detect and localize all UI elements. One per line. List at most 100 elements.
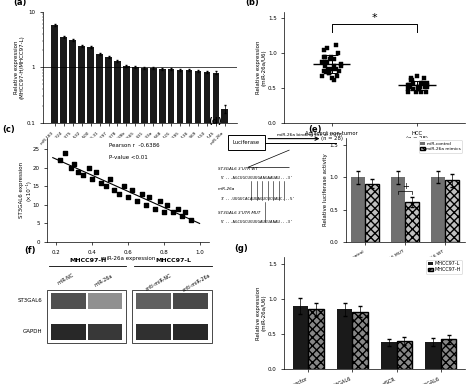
Point [423,81,431,88]
Point [80,172,87,178]
Bar [203,72,210,384]
Bar [365,184,379,242]
Point [404,81,412,88]
Bar [132,290,212,343]
Bar [308,310,324,369]
Text: anti-miR-NC: anti-miR-NC [145,273,173,292]
Bar [105,56,112,384]
Text: 5'...AGCUGCUGUUGAAGAAUAU...3': 5'...AGCUGCUGUUGAAGAAUAU...3' [220,176,293,180]
Point [325,70,333,76]
Point [174,205,182,212]
Text: ST3GAL6 3'UTR WT: ST3GAL6 3'UTR WT [218,167,258,171]
Point [321,63,329,69]
Bar [351,177,365,242]
Point [337,61,345,67]
Text: Luciferase: Luciferase [233,140,260,145]
Point [412,88,420,94]
Point [74,169,82,175]
Bar [87,47,94,384]
Point [328,74,336,81]
Point [156,198,164,204]
Point [56,157,64,164]
Point [415,86,422,93]
Bar [221,109,228,384]
Bar [141,68,148,384]
Point [318,73,326,79]
Bar [381,342,397,369]
Bar [159,69,165,384]
Text: (e): (e) [308,125,321,134]
Text: MHCC97-L: MHCC97-L [155,258,191,263]
Point [103,183,110,189]
Bar [228,135,265,150]
Point [187,217,194,223]
Point [328,66,336,72]
Point [85,165,92,171]
Point [404,86,411,93]
Point [337,63,345,69]
Bar [337,310,352,369]
Y-axis label: Relative expression
(miR-26a/U6): Relative expression (miR-26a/U6) [256,286,266,340]
Text: *: * [372,13,377,23]
Y-axis label: ST3GAL6 expression
(×10⁻¹): ST3GAL6 expression (×10⁻¹) [19,162,31,218]
Bar [397,341,412,369]
Bar [132,67,139,384]
Point [321,54,329,60]
Point [405,81,413,88]
Point [410,79,417,86]
Bar [88,324,122,340]
Point [333,66,340,72]
Point [115,191,123,197]
Bar [52,25,58,384]
Point [138,191,146,197]
Bar [128,323,135,341]
Bar [392,177,405,242]
Point [413,73,421,79]
Bar [51,293,85,308]
Y-axis label: Relative luciferase activity: Relative luciferase activity [323,154,328,227]
Point [407,74,415,81]
Point [416,84,423,90]
Point [164,202,171,208]
Point [151,205,159,212]
Point [415,86,423,93]
Bar [425,342,441,369]
Point [330,63,337,69]
Point [335,50,342,56]
Bar [441,339,456,369]
Bar [445,180,459,242]
Bar [96,54,103,384]
Bar [292,306,308,369]
Point [417,88,425,94]
Y-axis label: Relative expression
(MHCC97-H/MHCC97-L): Relative expression (MHCC97-H/MHCC97-L) [14,35,25,99]
Text: miR-NC: miR-NC [57,273,75,286]
Point [320,68,328,74]
Point [330,56,337,62]
Point [319,59,326,65]
Text: ST3GAL6 3'UTR MUT: ST3GAL6 3'UTR MUT [218,210,260,215]
Text: miR-26a: miR-26a [218,187,235,192]
Point [422,84,429,90]
Point [323,45,331,51]
Bar [431,177,445,242]
Bar [186,70,192,384]
Point [321,54,328,60]
Text: MHCC97-H: MHCC97-H [69,258,106,263]
Bar [61,37,67,384]
Legend: MHCC97-L, MHCC97-H: MHCC97-L, MHCC97-H [427,260,462,273]
Bar [173,293,208,308]
Bar [78,46,85,384]
Text: miR-26a: miR-26a [94,273,114,287]
Text: anti-miR-26a: anti-miR-26a [181,273,211,293]
Bar [173,324,208,340]
Point [334,73,341,79]
Point [332,42,340,48]
Point [106,176,114,182]
Point [97,180,105,186]
Bar [405,202,419,242]
Text: miR-26a binding site of 3'UTR: miR-26a binding site of 3'UTR [277,133,342,137]
Bar [69,40,76,384]
Text: 5'...AGCUGCUGUUGAUGUAAAU...3': 5'...AGCUGCUGUUGAUGUAAAU...3' [220,220,293,224]
Text: 3'...UUGUCACAUUAGUCUCUAUC...5': 3'...UUGUCACAUUAGUCUCUAUC...5' [220,197,295,201]
Point [327,56,334,62]
